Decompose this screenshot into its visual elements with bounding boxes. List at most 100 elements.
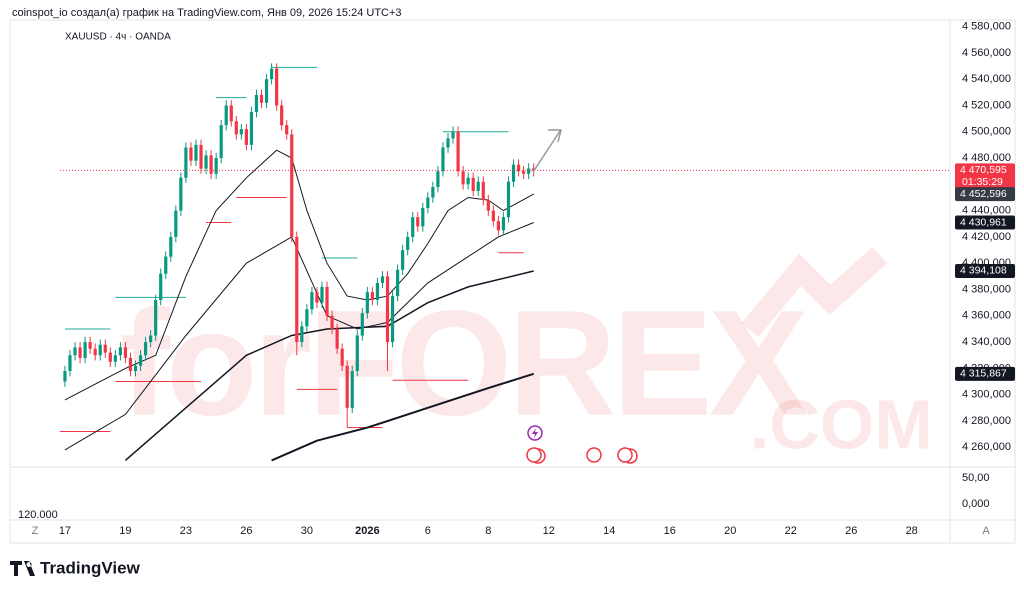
- candle-body: [476, 181, 480, 191]
- candle-body: [325, 286, 329, 316]
- candle-body: [365, 292, 369, 314]
- candle-body: [395, 269, 400, 297]
- candle-body: [239, 129, 243, 135]
- candle-body: [269, 68, 274, 80]
- candle-body: [204, 155, 208, 169]
- y-tick-label: 4 280,000: [962, 415, 1011, 427]
- x-tick-label: 19: [119, 525, 131, 537]
- candle-body: [93, 348, 97, 356]
- x-tick-label: 26: [240, 525, 252, 537]
- candle-body: [169, 236, 173, 257]
- price-tag: [955, 215, 1015, 230]
- candle-body: [300, 326, 304, 343]
- candle-body: [88, 342, 92, 349]
- candle-body: [143, 342, 148, 356]
- x-tick-label: 16: [664, 525, 676, 537]
- candle-body: [451, 131, 455, 139]
- candle-body: [421, 208, 425, 227]
- candle-body: [496, 221, 500, 231]
- candle-body: [128, 357, 133, 372]
- x-tick-label: 22: [785, 525, 797, 537]
- y-tick-label: 4 440,000: [962, 205, 1011, 217]
- event-flags[interactable]: [526, 447, 638, 464]
- candle-body: [350, 371, 354, 408]
- candle-body: [73, 347, 77, 356]
- candle-body: [406, 236, 410, 251]
- candle-body: [68, 355, 72, 372]
- y-tick-label: 4 360,000: [962, 310, 1011, 322]
- candle-body: [521, 171, 526, 174]
- event-bolt: [532, 428, 538, 438]
- candle-body: [380, 276, 385, 283]
- price-tag-label: 4 430,961: [960, 216, 1007, 228]
- price-tag: [955, 366, 1015, 381]
- candle-body: [355, 335, 359, 372]
- candle-body: [532, 168, 536, 171]
- button[interactable]: Z: [32, 525, 39, 537]
- flag-icon[interactable]: [586, 447, 602, 463]
- candle-body: [133, 365, 138, 372]
- candle-body: [264, 79, 269, 103]
- arrow-head: [548, 129, 562, 143]
- candle-body: [466, 177, 470, 185]
- moving-average: [124, 270, 534, 461]
- moving-average: [64, 222, 534, 451]
- candle-body: [280, 105, 284, 126]
- candle-body: [320, 286, 324, 303]
- candle-body: [159, 273, 163, 301]
- y-tick-label: 4 260,000: [962, 441, 1011, 453]
- candle-body: [491, 210, 495, 222]
- candle-body: [149, 335, 153, 343]
- candle-body: [375, 282, 380, 301]
- price-tag-label: 4 452,596: [960, 188, 1007, 200]
- candle-body: [138, 355, 143, 366]
- candle-body: [335, 328, 339, 349]
- watermark: .COM: [750, 385, 933, 463]
- candle-body: [189, 147, 193, 161]
- candle-body: [431, 186, 435, 198]
- flag-icon[interactable]: [617, 447, 633, 463]
- candle-body: [285, 125, 289, 135]
- candle-body: [244, 129, 248, 145]
- y-tick-label: 4 380,000: [962, 283, 1011, 295]
- candle-body: [290, 134, 294, 237]
- button[interactable]: A: [982, 525, 990, 537]
- candle-body: [199, 144, 203, 169]
- candle-body: [219, 125, 223, 159]
- candle-body: [63, 371, 67, 382]
- candle-body: [259, 94, 264, 103]
- symbol: XAUUSD · 4ч · OANDA: [65, 32, 171, 43]
- candle-body: [345, 365, 349, 408]
- y-tick-label: 4 500,000: [962, 126, 1011, 138]
- candle-body: [164, 256, 168, 274]
- candle-body: [315, 292, 319, 303]
- candle-body: [426, 197, 430, 209]
- candle-body: [511, 164, 516, 182]
- y-tick-label: 4 560,000: [962, 47, 1011, 59]
- logo-mark: [10, 561, 35, 576]
- candle-body: [174, 210, 178, 237]
- x-tick-label: 26: [845, 525, 857, 537]
- candle-body: [436, 171, 440, 187]
- candle-body: [234, 121, 238, 135]
- candle-body: [224, 105, 228, 126]
- plot: forFOREX.COM 4 580,000 4 560,000 4 540,000 4…: [59, 20, 1011, 536]
- candle-body: [340, 348, 344, 366]
- candle-body: [481, 181, 485, 201]
- candle-body: [416, 217, 420, 227]
- flag-icon[interactable]: [526, 447, 542, 463]
- candle-body: [154, 300, 158, 336]
- x-tick-label: 20: [724, 525, 736, 537]
- candle-body: [254, 94, 259, 113]
- candle-body: [98, 344, 102, 356]
- candle-body: [103, 344, 107, 353]
- candle-body: [516, 164, 521, 172]
- candle-body: [83, 342, 87, 358]
- candle-body: [471, 177, 475, 191]
- price-tag-label: 4 470,595: [960, 164, 1007, 176]
- x-tick-label: 12: [543, 525, 555, 537]
- x-tick-label: 2026: [355, 525, 379, 537]
- watermark: forFOREX: [120, 279, 808, 447]
- candle-body: [118, 347, 122, 356]
